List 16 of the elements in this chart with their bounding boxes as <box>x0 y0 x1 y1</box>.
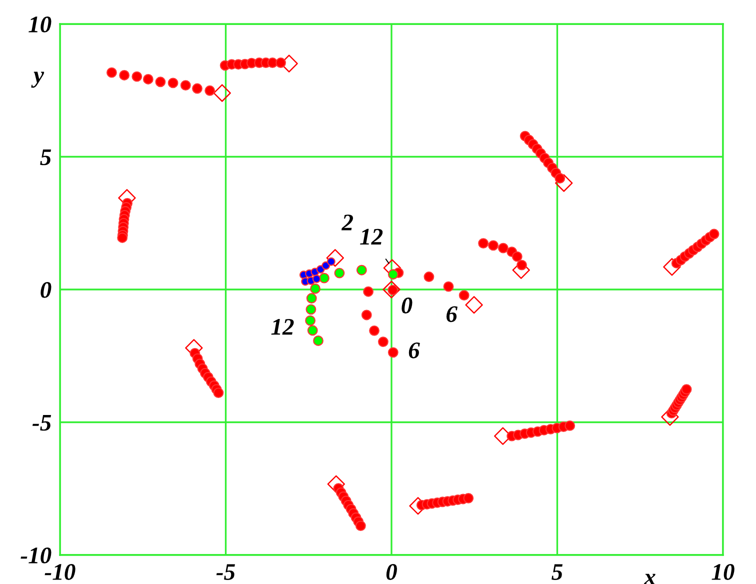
annotation: 6 <box>408 342 420 358</box>
annotation: 2 <box>341 214 354 230</box>
annotation: 12 <box>360 228 383 245</box>
annotation: 12 <box>271 318 294 335</box>
x-tick-label: -5 <box>216 564 235 580</box>
x-tick-label: 0 <box>386 564 397 580</box>
y-tick-label: -10 <box>20 547 52 564</box>
x-tick-label: 10 <box>712 564 734 580</box>
annotation: 6 <box>446 306 458 322</box>
y-tick-label: 10 <box>28 16 52 32</box>
annotation: 0 <box>402 298 412 314</box>
x-tick-label: 5 <box>552 564 563 580</box>
y-tick-label: 0 <box>40 282 52 298</box>
y-tick-label: 5 <box>40 149 52 166</box>
y-axis-title: y <box>31 72 44 88</box>
y-tick-label: -5 <box>32 414 52 431</box>
